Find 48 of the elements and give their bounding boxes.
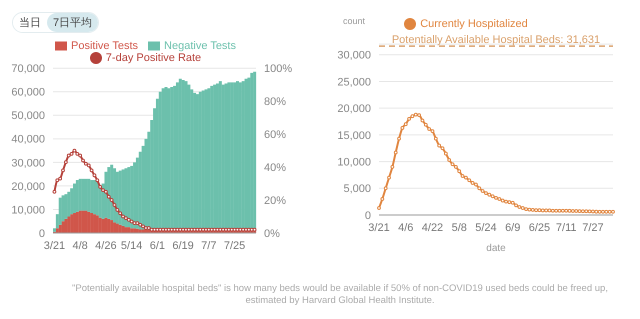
y2-tick-label: 0% [264, 228, 280, 240]
x-tick-label: 4/6 [398, 222, 414, 234]
x-tick-label: 6/25 [528, 222, 550, 234]
y2-tick-label: 40% [264, 162, 286, 174]
x-tick-label: 5/8 [452, 222, 467, 234]
y2-tick-label: 20% [264, 194, 286, 207]
ref-line-label: Potentially Available Hospital Beds: 31,631 [392, 34, 600, 46]
y-tick-label: 0 [364, 210, 371, 222]
x-tick-label: 5/14 [120, 240, 142, 252]
x-tick-label: 3/21 [44, 240, 66, 252]
legend-label: Currently Hospitalized [420, 18, 528, 30]
y-tick-label: 20,000 [11, 180, 45, 193]
y-tick-label: 60,000 [11, 86, 45, 99]
y-tick-label: 25,000 [337, 76, 371, 88]
y-tick-label: 70,000 [11, 63, 45, 76]
y-tick-label: 30,000 [11, 157, 45, 170]
x-tick-label: 7/27 [582, 222, 604, 234]
x-tick-label: 4/8 [72, 240, 88, 252]
text: "Potentially available hospital beds" is how many beds would be available if 50% of non-COVID19 used beds could be freed up, estimated by Harvard Global Health Institute. [71, 283, 609, 307]
y-tick-label: 40,000 [11, 134, 45, 146]
x-tick-label: 6/1 [150, 240, 166, 252]
y2-tick-label: 60% [264, 129, 286, 142]
x-axis-title: date [486, 243, 506, 254]
y-tick-label: 20,000 [337, 103, 371, 116]
y-tick-label: 10,000 [337, 156, 371, 168]
x-tick-label: 7/7 [201, 240, 216, 252]
text: 7日平均 [47, 13, 98, 32]
text: 当日 [13, 13, 47, 32]
y2-tick-label: 100% [264, 63, 292, 76]
x-tick-label: 7/25 [224, 240, 246, 252]
y-tick-label: 10,000 [11, 204, 45, 216]
y-tick-label: 15,000 [337, 130, 371, 142]
x-tick-label: 7/11 [556, 222, 576, 234]
y-axis-title: count [342, 16, 366, 26]
y-tick-label: 5,000 [343, 183, 371, 196]
legend-label: Negative Tests [164, 40, 236, 52]
legend-label: Positive Tests [70, 40, 138, 52]
x-tick-label: 3/21 [368, 222, 390, 234]
legend-label: 7-day Positive Rate [106, 52, 202, 64]
x-tick-label: 4/22 [422, 222, 444, 234]
y-tick-label: 30,000 [337, 50, 371, 62]
x-tick-label: 6/9 [505, 222, 520, 234]
x-tick-label: 6/19 [172, 240, 194, 252]
x-tick-label: 4/26 [95, 240, 117, 252]
y-tick-label: 0 [38, 228, 45, 240]
x-tick-label: 5/24 [475, 222, 497, 234]
y2-tick-label: 80% [264, 96, 286, 108]
y-tick-label: 50,000 [11, 110, 45, 122]
